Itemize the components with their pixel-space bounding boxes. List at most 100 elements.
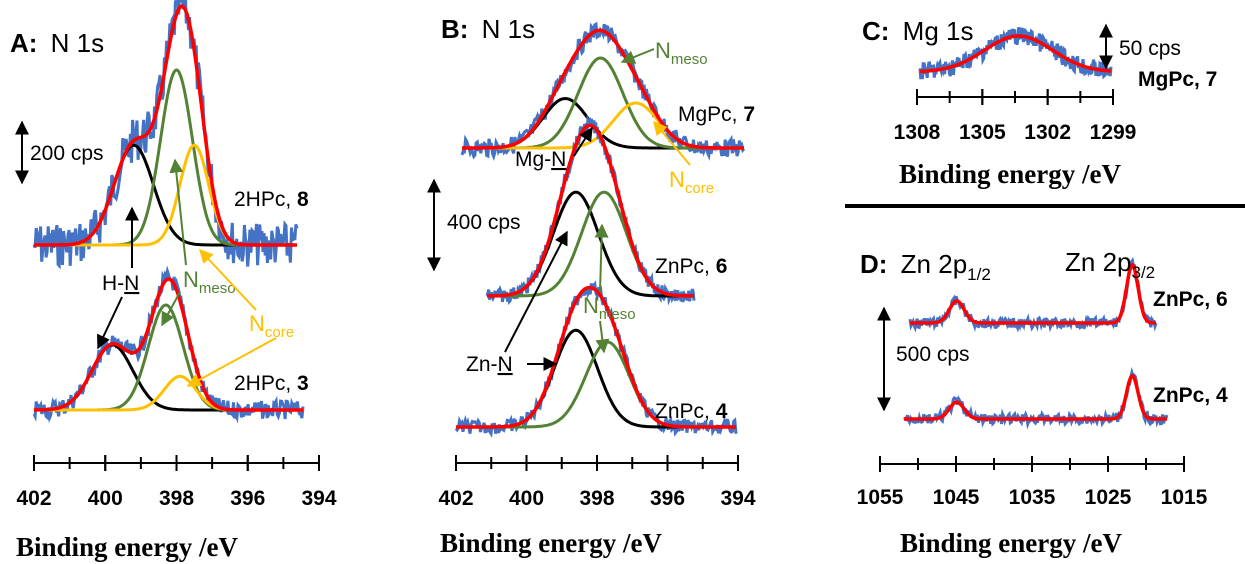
panel-b: B: N 1s 400 cps MgPc, 7 ZnPc, 6 ZnPc, 4 … (427, 14, 756, 558)
panel-a-ncore-arrow-down (186, 337, 277, 387)
tick-label: 402 (438, 487, 473, 510)
panel-a-sample-8: 2HPc, 8 (234, 188, 309, 211)
panel-b-x-title: Binding energy /eV (440, 528, 663, 558)
panel-a-nmeso-arrow-up (169, 158, 187, 266)
panel-b-nmeso-n: N (655, 38, 671, 63)
panel-c-x-axis: 1308 1305 1302 1299 (894, 89, 1137, 144)
panel-a-hn-arrow-down (97, 296, 123, 350)
panel-b-nmeso-label: Nmeso (655, 38, 708, 68)
tick-label: 1308 (894, 121, 941, 144)
tick-label: 1045 (933, 486, 980, 509)
panel-c: C: Mg 1s 50 cps MgPc, 7 1308 1305 1302 1299… (862, 16, 1217, 189)
panel-d-title: D: Zn 2p1/2 (860, 249, 991, 284)
envelope-fit (919, 34, 1112, 74)
tick-label: 398 (579, 487, 614, 510)
panel-b-sample-4: ZnPc, 4 (655, 400, 728, 423)
panel-b-letter: B: (441, 14, 468, 44)
panel-a-spectra (32, 0, 305, 424)
panel-b-ncore-label: Ncore (669, 167, 714, 197)
green-component (487, 190, 694, 298)
panel-d-p32-sub: 3/2 (1132, 263, 1156, 282)
tick-label: 1055 (857, 486, 904, 509)
tick-label: 1299 (1090, 121, 1137, 144)
panel-b-mgn-label: Mg-N (515, 148, 566, 171)
panel-c-scale-label: 50 cps (1119, 37, 1181, 60)
panel-b-znn-prefix: Zn- (466, 353, 498, 376)
panel-b-nmeso2-arrow-down (595, 320, 610, 354)
panel-c-sample-7: MgPc, 7 (1138, 68, 1217, 91)
envelope-fit (33, 277, 303, 412)
envelope-fit (910, 262, 1156, 325)
panel-d-x-title: Binding energy /eV (900, 528, 1123, 558)
panel-d-scale-label: 500 cps (896, 343, 970, 366)
envelope-fit (904, 373, 1167, 421)
tick-label: 394 (720, 487, 755, 510)
panel-a-sample-8-name: 2HPc, (234, 188, 297, 211)
panel-a-hn-label: H-N (102, 272, 139, 295)
panel-a-sample-3-name: 2HPc, (234, 372, 297, 395)
tick-label: 396 (230, 487, 265, 510)
tick-label: 402 (16, 487, 51, 510)
panel-b-sample-4-name: ZnPc, (655, 400, 716, 423)
panel-d-title-sub: 1/2 (967, 265, 991, 284)
envelope-fit (456, 285, 736, 429)
panel-b-sample-7-name: MgPc, (678, 103, 743, 126)
panel-a-ncore-label: Ncore (249, 311, 294, 341)
panel-d-letter: D: (860, 249, 887, 279)
panel-a-sample-8-num: 8 (297, 188, 309, 211)
panel-b-znn-arrow-up (504, 230, 568, 353)
tick-label: 1305 (959, 121, 1006, 144)
panel-d-p32-label: Zn 2p3/2 (1065, 247, 1155, 282)
panel-a-ncore-n: N (249, 311, 265, 336)
panel-b-sample-7: MgPc, 7 (678, 103, 755, 126)
panel-c-letter: C: (862, 16, 889, 46)
panel-b-mgn-arrow (573, 126, 593, 157)
panel-b-sample-6-name: ZnPc, (655, 255, 716, 278)
envelope-fit (487, 123, 694, 298)
panel-c-spectra (918, 26, 1113, 80)
envelope-fit (34, 4, 297, 247)
panel-a-title-text: N 1s (51, 28, 104, 58)
panel-a-x-axis: 402 400 398 396 394 (16, 455, 337, 510)
panel-b-znn-n: N (498, 353, 513, 376)
panel-b-scale-label: 400 cps (447, 211, 521, 234)
panel-b-sample-4-num: 4 (716, 400, 728, 423)
panel-a: A: N 1s 200 cps 2HPc, 8 2HPc, 3 H-N Nmes… (10, 0, 337, 562)
panel-b-nmeso2-n: N (583, 293, 599, 318)
panel-b-znn-label: Zn-N (466, 353, 513, 376)
panel-a-nmeso-label: Nmeso (183, 267, 236, 297)
tick-label: 1025 (1085, 486, 1132, 509)
panel-a-title: A: N 1s (10, 28, 104, 58)
tick-label: 398 (159, 487, 194, 510)
panel-b-spectra (454, 21, 746, 438)
panel-b-sample-6: ZnPc, 6 (655, 255, 727, 278)
tick-label: 394 (301, 487, 336, 510)
panel-b-mgn-prefix: Mg- (515, 148, 551, 171)
envelope-fit (462, 28, 744, 150)
tick-label: 400 (88, 487, 123, 510)
panel-a-hn-n: N (124, 272, 139, 295)
panel-b-sample-6-num: 6 (716, 255, 728, 278)
panel-a-sample-3: 2HPc, 3 (234, 372, 309, 395)
tick-label: 1035 (1009, 486, 1056, 509)
panel-b-ncore-n: N (669, 167, 685, 192)
tick-label: 396 (650, 487, 685, 510)
panel-a-nmeso-n: N (183, 267, 199, 292)
panel-c-title-text: Mg 1s (903, 16, 974, 46)
panel-b-nmeso2-sub: meso (599, 306, 636, 323)
panel-a-nmeso-arrow-down (161, 291, 181, 327)
panel-d-sample-4: ZnPc, 4 (1153, 384, 1228, 407)
panel-a-x-title: Binding energy /eV (16, 532, 239, 562)
panel-b-nmeso2-label: Nmeso (583, 293, 636, 323)
panel-b-mgn-n: N (551, 148, 566, 171)
panel-d: D: Zn 2p1/2 Zn 2p3/2 500 cps ZnPc, 6 ZnP… (857, 247, 1228, 558)
panel-a-ncore-sub: core (265, 324, 294, 341)
panel-b-x-axis: 402 400 398 396 394 (438, 455, 756, 510)
panel-b-sample-7-num: 7 (743, 103, 755, 126)
panel-a-nmeso-sub: meso (199, 280, 236, 297)
panel-b-ncore-arrow (653, 120, 691, 166)
panel-c-title: C: Mg 1s (862, 16, 973, 46)
panel-b-title-text: N 1s (482, 14, 535, 44)
panel-a-sample-3-num: 3 (297, 372, 309, 395)
